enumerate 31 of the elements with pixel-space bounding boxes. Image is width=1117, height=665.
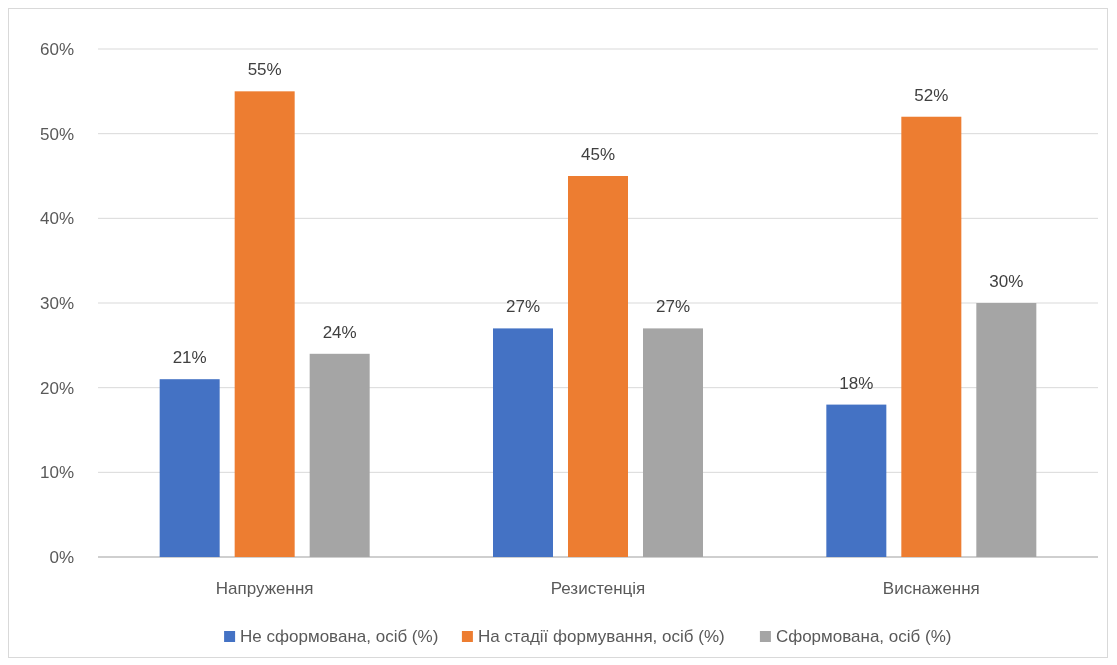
y-tick-label: 40% — [39, 209, 74, 229]
x-tick-label: Виснаження — [882, 579, 980, 598]
data-label: 55% — [247, 60, 282, 80]
y-tick-label: 50% — [39, 124, 74, 144]
y-tick-label: 60% — [39, 40, 74, 59]
bar — [826, 404, 887, 557]
data-label: 45% — [580, 145, 616, 164]
legend-label: На стадії формування, осіб (%) — [477, 627, 725, 646]
data-label: 30% — [989, 272, 1024, 291]
y-tick-label: 10% — [39, 463, 74, 483]
y-tick-label: 0% — [49, 548, 74, 567]
data-label: 18% — [839, 373, 874, 393]
data-label: 52% — [914, 85, 949, 105]
bar — [159, 379, 220, 557]
x-tick-label: Напруження — [215, 579, 314, 598]
x-tick-label: Резистенція — [550, 579, 646, 598]
data-label: 24% — [322, 322, 357, 342]
bar — [234, 91, 295, 557]
data-label: 21% — [172, 348, 207, 368]
data-label: 27% — [505, 297, 541, 317]
bar — [976, 303, 1037, 557]
data-label: 27% — [655, 297, 691, 317]
legend-label: Не сформована, осіб (%) — [240, 627, 439, 646]
legend-label: Сформована, осіб (%) — [775, 627, 952, 646]
bar — [643, 328, 703, 557]
bar — [568, 176, 628, 557]
y-tick-label: 30% — [39, 294, 74, 313]
bar — [901, 116, 962, 557]
bar — [493, 328, 553, 557]
bar — [309, 353, 370, 557]
y-tick-label: 20% — [39, 378, 74, 398]
